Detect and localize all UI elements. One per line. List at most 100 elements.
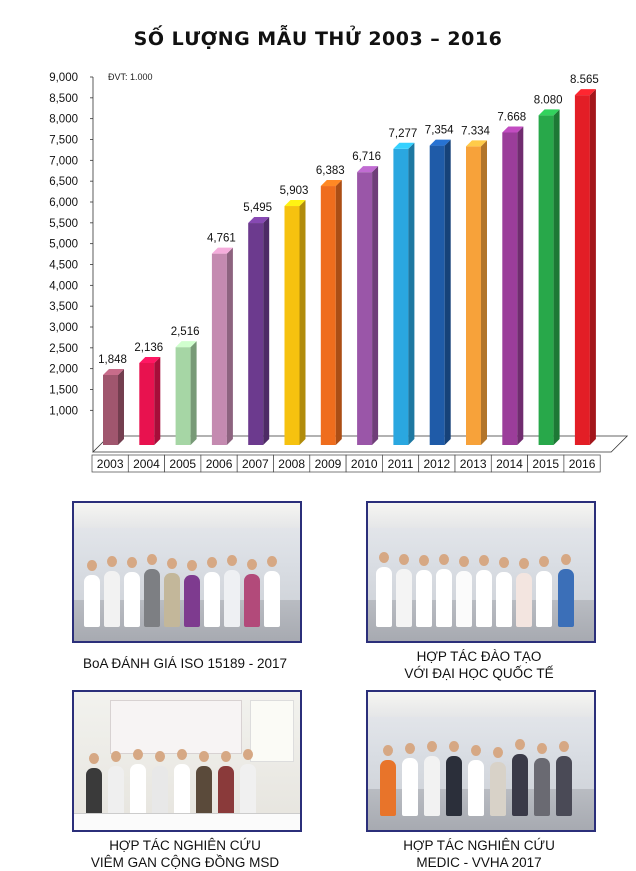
- bar-top: [139, 357, 161, 363]
- y-tick-label: 7,000: [49, 155, 78, 167]
- bar-value-label: 2,136: [134, 342, 163, 354]
- bar-top: [284, 200, 306, 207]
- x-tick-label: 2015: [532, 457, 559, 471]
- bar-value-label: 2,516: [171, 326, 200, 338]
- y-tick-label: 8,000: [49, 114, 78, 126]
- bar-side: [226, 247, 233, 445]
- bar: [175, 347, 191, 445]
- caption-line: HỢP TÁC NGHIÊN CỨU: [109, 838, 261, 853]
- y-tick-label: 1,000: [49, 405, 78, 417]
- caption-training-cooperation: HỢP TÁC ĐÀO TẠO VỚI ĐẠI HỌC QUỐC TẾ: [356, 648, 602, 682]
- photo-hepatitis-research: [72, 690, 302, 832]
- bar-side: [589, 89, 596, 445]
- bar-top: [103, 369, 124, 375]
- bar-chart: ĐVT: 1.000 1,000 1,500 2,000 2,500 3,000 3,500…: [49, 72, 629, 473]
- caption-line: HỢP TÁC ĐÀO TẠO: [416, 649, 542, 664]
- x-tick-label: 2006: [206, 457, 233, 471]
- photo-training-cooperation: [366, 501, 596, 643]
- bar: [538, 115, 554, 445]
- x-tick-label: 2008: [278, 457, 305, 471]
- x-tick-label: 2003: [97, 457, 124, 471]
- chart-title: SỐ LƯỢNG MẪU THỬ 2003 – 2016: [133, 28, 503, 50]
- bar-side: [517, 126, 524, 445]
- bar-side: [263, 217, 270, 445]
- y-tick-label: 4,500: [49, 260, 78, 272]
- caption-line: HỢP TÁC NGHIÊN CỨU: [403, 838, 555, 853]
- x-tick-label: 2005: [169, 457, 196, 471]
- caption-line: VỚI ĐẠI HỌC QUỐC TẾ: [404, 666, 554, 681]
- caption-line: VIÊM GAN CỘNG ĐỒNG MSD: [90, 855, 280, 870]
- bar-side: [154, 357, 161, 445]
- bar: [284, 206, 300, 445]
- bar: [320, 186, 336, 445]
- y-tick-label: 3,000: [49, 322, 78, 334]
- bar-value-label: 8.565: [570, 74, 599, 86]
- y-tick-label: 6,500: [49, 176, 78, 188]
- bar-top: [175, 341, 197, 348]
- y-tick-label: 2,500: [49, 343, 78, 355]
- caption-iso-assessment: BoA ĐÁNH GIÁ ISO 15189 - 2017: [62, 655, 308, 672]
- bar-value-label: 7.668: [497, 112, 526, 124]
- y-tick-label: 8,500: [49, 93, 78, 105]
- bar-side: [190, 341, 197, 445]
- bar: [357, 172, 373, 445]
- bar-top: [357, 166, 379, 173]
- x-tick-label: 2012: [423, 457, 450, 471]
- caption-hepatitis-research: HỢP TÁC NGHIÊN CỨU VIÊM GAN CỘNG ĐỒNG MS…: [62, 837, 308, 871]
- bar-value-label: 5,495: [243, 202, 272, 214]
- bar-side: [118, 369, 124, 445]
- y-tick-label: 1,500: [49, 385, 78, 397]
- x-tick-label: 2016: [569, 457, 596, 471]
- bar-side: [299, 200, 306, 445]
- bar: [574, 95, 590, 445]
- y-tick-label: 6,000: [49, 197, 78, 209]
- bar-top: [502, 126, 524, 133]
- bar-value-label: 8.080: [534, 94, 563, 106]
- bar: [211, 253, 227, 445]
- photo-iso-assessment: [72, 501, 302, 643]
- bar-value-label: 7.334: [461, 125, 490, 137]
- photo-medic-vvha: [366, 690, 596, 832]
- bar-side: [444, 139, 451, 446]
- bar-top: [466, 140, 487, 147]
- bar: [103, 375, 118, 445]
- bar-top: [538, 109, 560, 116]
- y-tick-label: 5,500: [49, 218, 78, 230]
- bar: [139, 363, 155, 445]
- bar-top: [248, 217, 270, 224]
- bar: [466, 146, 481, 445]
- bar-side: [408, 142, 415, 445]
- bar-side: [553, 109, 560, 445]
- caption-line: MEDIC - VVHA 2017: [416, 855, 542, 870]
- x-tick-label: 2004: [133, 457, 160, 471]
- y-tick-label: 5,000: [49, 239, 78, 251]
- bar-top: [211, 247, 233, 254]
- unit-note: ĐVT: 1.000: [108, 72, 153, 82]
- bar-top: [429, 139, 451, 146]
- x-tick-box: [563, 454, 601, 473]
- y-tick-label: 9,000: [49, 72, 78, 84]
- bar-value-label: 6,383: [316, 165, 345, 177]
- caption-medic-vvha: HỢP TÁC NGHIÊN CỨU MEDIC - VVHA 2017: [356, 837, 602, 871]
- x-tick-label: 2009: [315, 457, 342, 471]
- bar-top: [320, 180, 342, 187]
- x-tick-label: 2014: [496, 457, 523, 471]
- y-tick-label: 3,500: [49, 301, 78, 313]
- bar-value-label: 4,761: [207, 233, 236, 245]
- x-tick-label: 2011: [388, 457, 414, 471]
- y-tick-label: 7,500: [49, 135, 78, 147]
- x-tick-label: 2010: [351, 457, 378, 471]
- bar: [429, 145, 445, 446]
- bar-value-label: 6,716: [352, 151, 381, 163]
- bar-value-label: 1,848: [98, 354, 127, 366]
- bar: [502, 132, 518, 445]
- bar-top: [574, 89, 596, 96]
- bar-side: [481, 140, 487, 445]
- bar-value-label: 7,277: [389, 128, 418, 140]
- x-tick-label: 2013: [460, 457, 487, 471]
- x-tick-label: 2007: [242, 457, 269, 471]
- y-tick-label: 4,000: [49, 280, 78, 292]
- bar-value-label: 7,354: [425, 125, 454, 137]
- caption-line: BoA ĐÁNH GIÁ ISO 15189 - 2017: [82, 656, 288, 671]
- y-tick-label: 2,000: [49, 364, 78, 376]
